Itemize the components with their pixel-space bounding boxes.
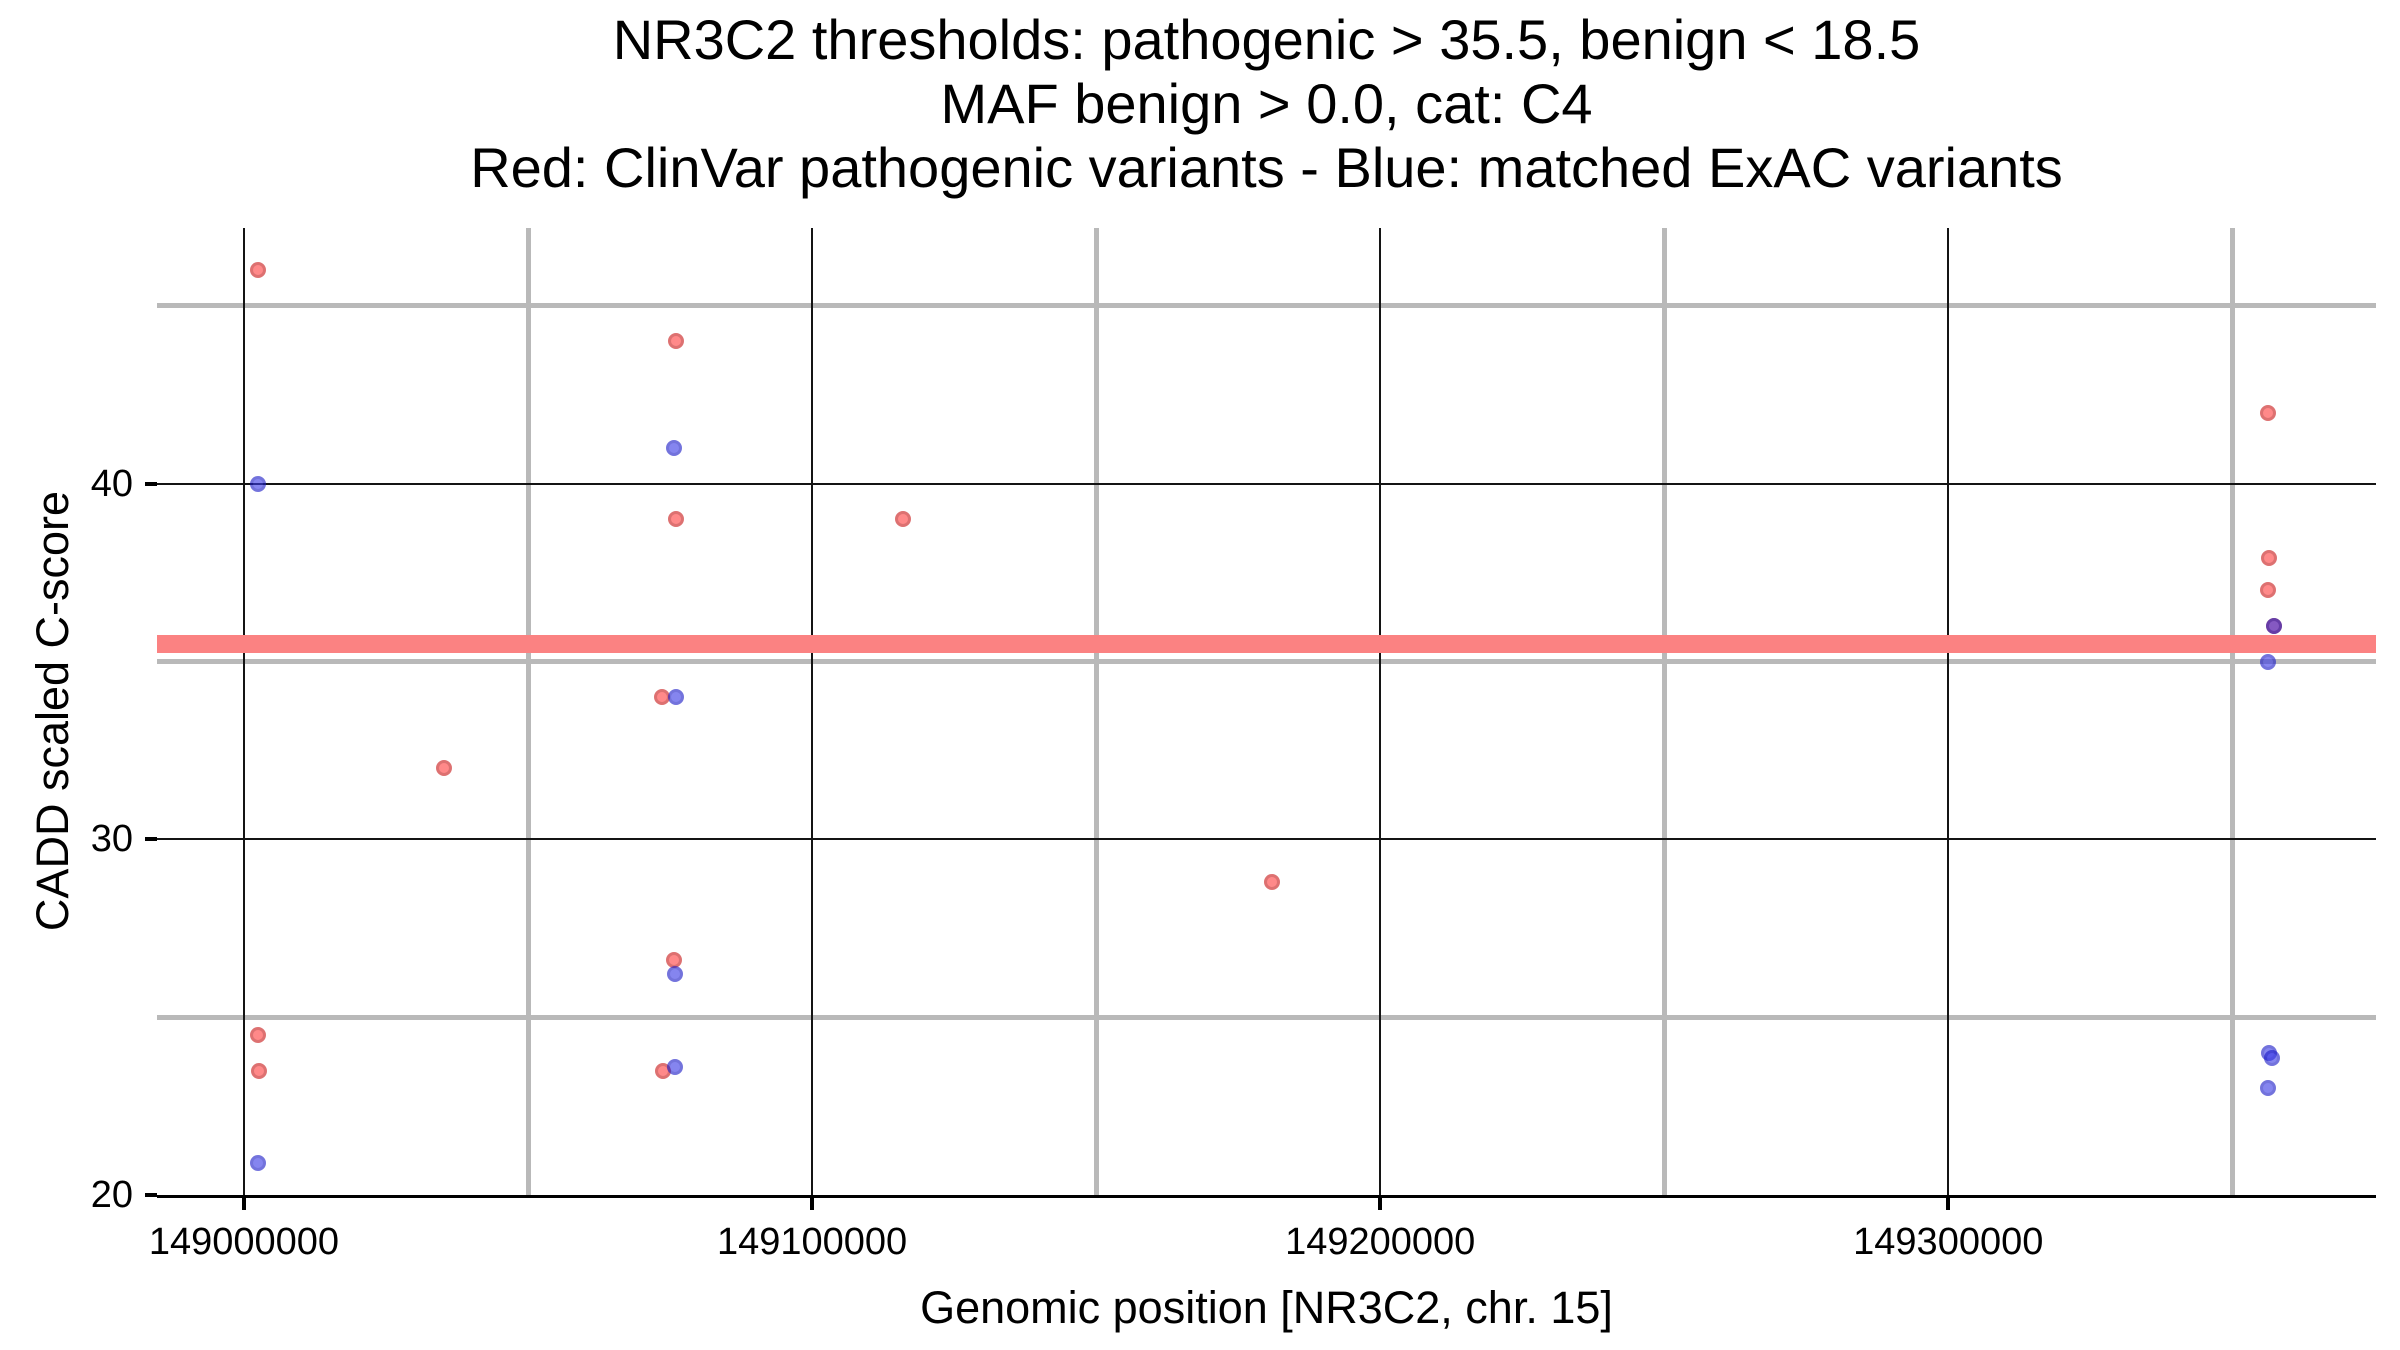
y-tick-mark <box>145 837 157 842</box>
y-tick-label: 30 <box>90 818 133 861</box>
x-tick-label: 149100000 <box>716 1221 908 1263</box>
x-major-gridline <box>242 228 245 1195</box>
x-tick-mark <box>1946 1198 1951 1210</box>
data-point-blue <box>2264 1050 2281 1067</box>
y-tick-label: 40 <box>90 462 133 505</box>
data-point-red <box>667 511 684 528</box>
x-tick-label: 149300000 <box>1853 1221 2044 1263</box>
y-minor-gridline <box>157 1014 2376 1020</box>
y-tick-mark <box>145 481 157 486</box>
data-point-red <box>1264 874 1281 891</box>
data-point-blue <box>250 1154 267 1171</box>
data-point-blue <box>667 1058 684 1075</box>
pathogenic-threshold-band <box>157 634 2376 653</box>
x-major-gridline <box>811 228 814 1195</box>
data-point-blue <box>666 440 683 457</box>
x-tick-label: 149200000 <box>1285 1221 1476 1263</box>
y-minor-gridline <box>157 303 2376 309</box>
y-major-gridline <box>157 838 2376 841</box>
y-tick-mark <box>145 1193 157 1197</box>
y-axis-title: CADD scaled C-score <box>27 490 78 932</box>
data-point-blue <box>250 475 267 492</box>
chart-title-line-1: NR3C2 thresholds: pathogenic > 35.5, ben… <box>612 8 1921 71</box>
x-axis-line <box>157 1195 2376 1198</box>
y-minor-gridline <box>157 659 2376 665</box>
data-point-blue <box>2266 617 2283 634</box>
x-minor-gridline <box>525 228 531 1195</box>
data-point-blue <box>668 689 685 706</box>
data-point-blue <box>2259 1080 2276 1097</box>
data-point-red <box>894 511 911 528</box>
data-point-red <box>250 1062 267 1079</box>
x-tick-label: 149000000 <box>148 1221 340 1263</box>
data-point-blue <box>667 966 684 983</box>
chart-title: NR3C2 thresholds: pathogenic > 35.5, ben… <box>157 8 2376 200</box>
x-tick-mark <box>241 1198 246 1210</box>
data-point-red <box>667 333 684 350</box>
x-tick-mark <box>810 1198 815 1210</box>
data-point-red <box>435 760 452 777</box>
data-point-red <box>2260 582 2277 599</box>
x-minor-gridline <box>1093 228 1099 1195</box>
x-axis-title: Genomic position [NR3C2, chr. 15] <box>920 1282 1613 1333</box>
chart-title-line-2: MAF benign > 0.0, cat: C4 <box>940 72 1593 135</box>
y-major-gridline <box>157 482 2376 485</box>
chart-title-line-3: Red: ClinVar pathogenic variants - Blue:… <box>470 136 2063 199</box>
y-tick-label: 20 <box>90 1174 133 1216</box>
data-point-red <box>250 262 267 279</box>
x-tick-mark <box>1378 1198 1383 1210</box>
x-major-gridline <box>1947 228 1950 1195</box>
data-point-blue <box>2260 653 2277 670</box>
data-point-red <box>250 1026 267 1043</box>
data-point-red <box>2261 550 2278 567</box>
data-point-red <box>2260 404 2277 421</box>
x-major-gridline <box>1379 228 1382 1195</box>
x-minor-gridline <box>1661 228 1667 1195</box>
x-minor-gridline <box>2229 228 2235 1195</box>
